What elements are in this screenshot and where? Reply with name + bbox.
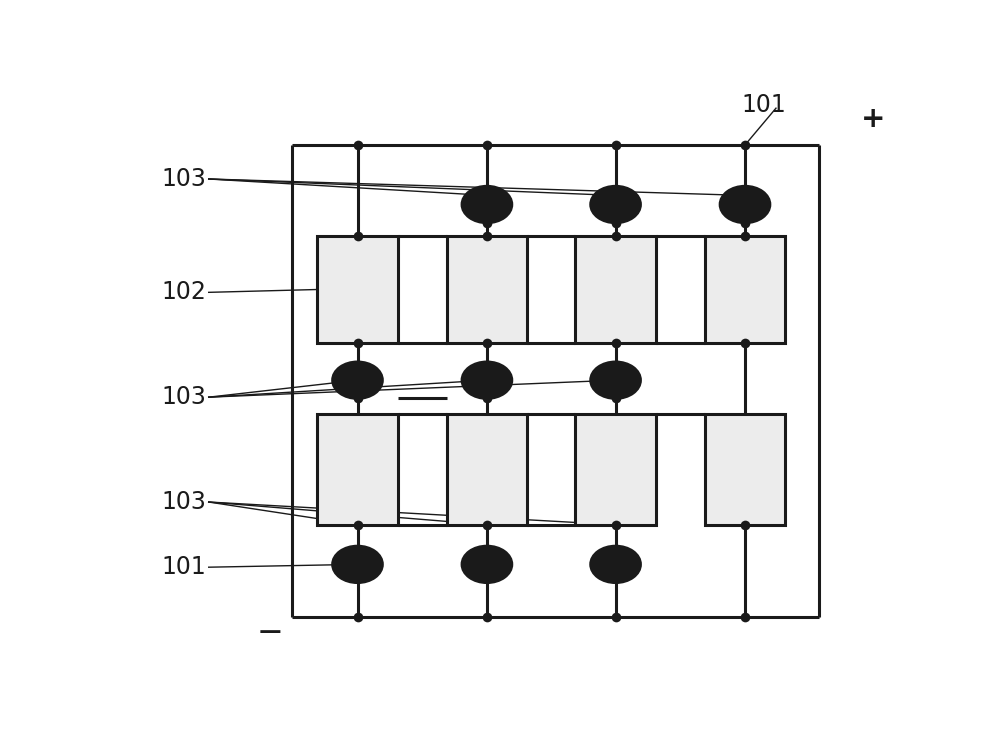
Bar xyxy=(705,414,785,525)
Bar xyxy=(317,236,398,344)
Text: 101: 101 xyxy=(741,93,786,117)
Bar xyxy=(447,236,527,344)
Circle shape xyxy=(591,186,640,222)
Bar xyxy=(705,236,785,344)
Circle shape xyxy=(720,186,770,222)
Text: 101: 101 xyxy=(162,555,206,579)
Text: −: − xyxy=(257,618,284,649)
Circle shape xyxy=(462,546,512,582)
Bar xyxy=(575,414,656,525)
Circle shape xyxy=(462,362,512,398)
Bar xyxy=(575,236,656,344)
Text: 103: 103 xyxy=(162,490,206,514)
Circle shape xyxy=(333,362,382,398)
Circle shape xyxy=(333,546,382,582)
Text: 103: 103 xyxy=(162,385,206,409)
Text: 102: 102 xyxy=(162,280,206,305)
Text: 103: 103 xyxy=(162,167,206,191)
Bar xyxy=(447,414,527,525)
Circle shape xyxy=(591,546,640,582)
Circle shape xyxy=(462,186,512,222)
Bar xyxy=(317,414,398,525)
Text: +: + xyxy=(861,105,886,133)
Circle shape xyxy=(591,362,640,398)
